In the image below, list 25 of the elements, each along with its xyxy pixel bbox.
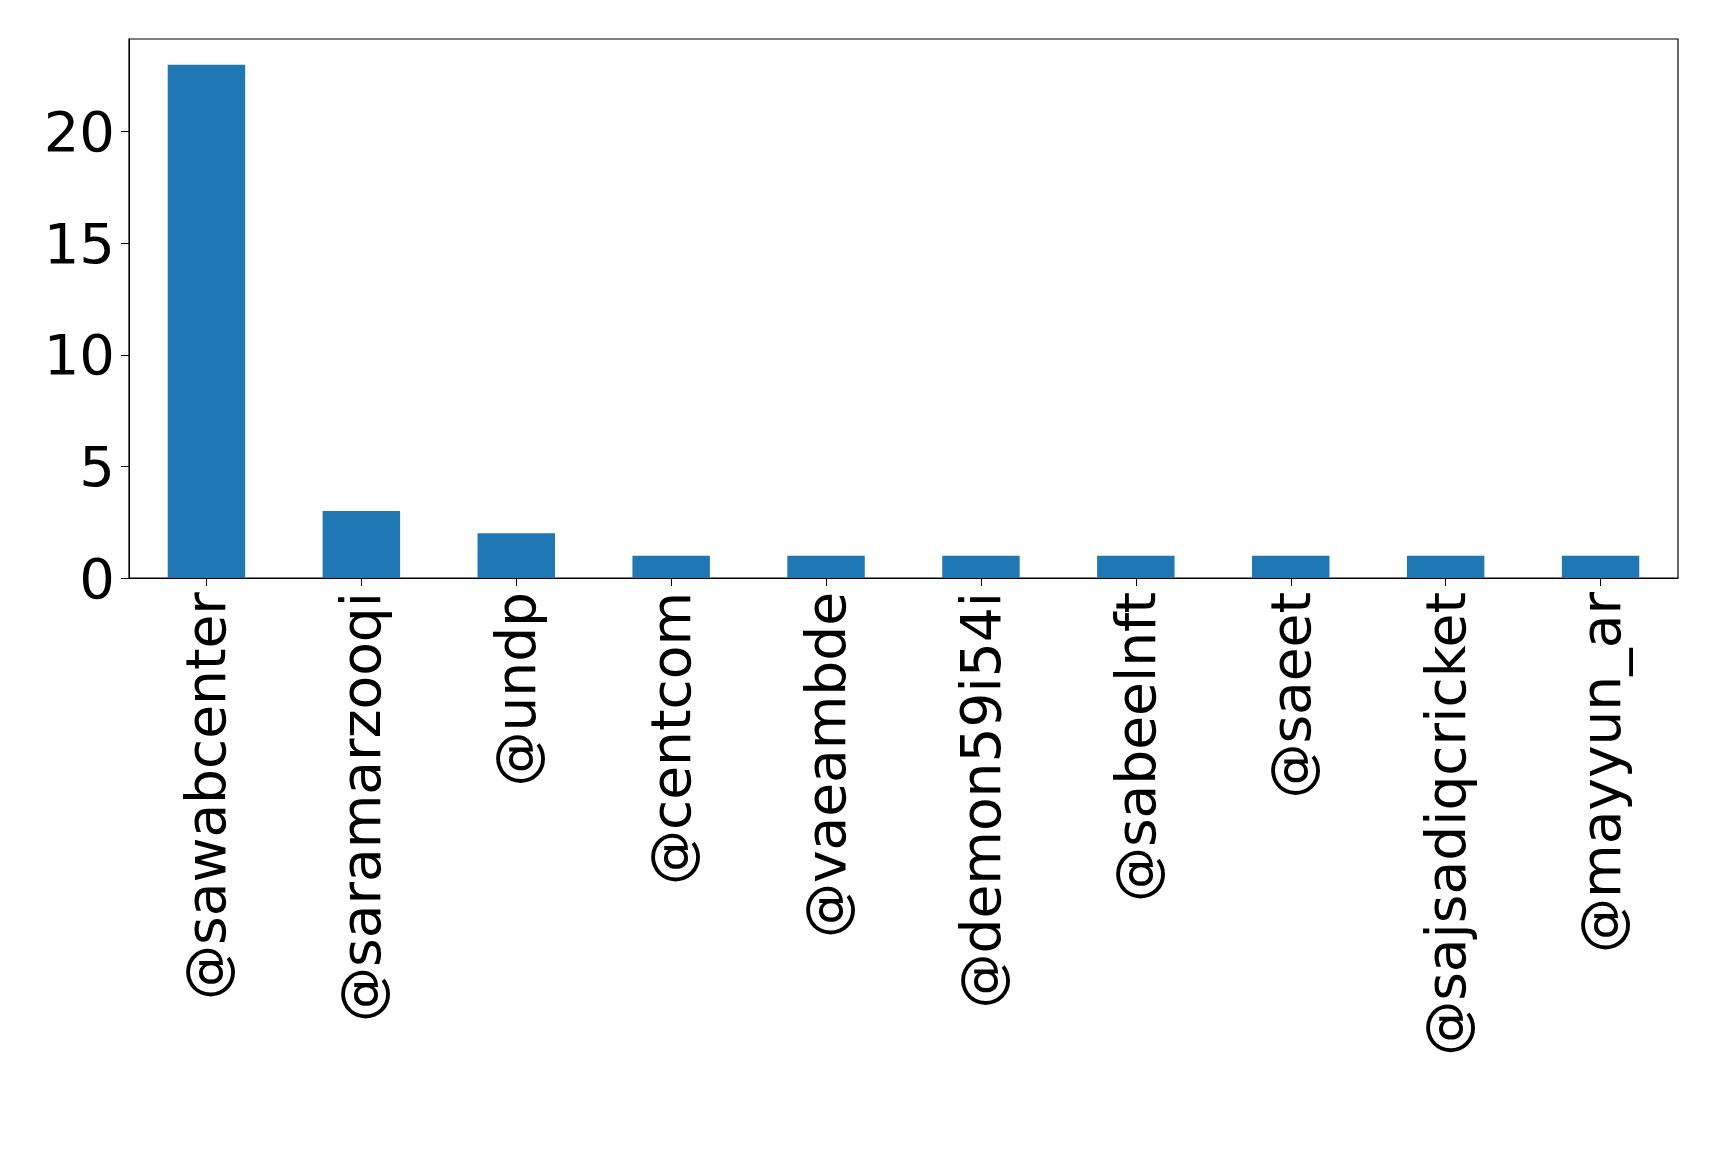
y-tick-label: 5 <box>79 433 115 499</box>
y-tick-label: 0 <box>79 545 115 611</box>
bar <box>167 64 246 578</box>
bar <box>1097 555 1175 578</box>
bar <box>1406 555 1485 578</box>
bar <box>632 555 710 578</box>
x-tick-label: @demon59i54i <box>948 592 1013 1009</box>
x-tick-label: @mayyun_ar <box>1568 591 1633 953</box>
x-tick-label: @centcom <box>639 592 704 885</box>
bar <box>1561 555 1640 578</box>
x-tick-label: @sabeelnft <box>1103 592 1168 903</box>
y-tick-label: 20 <box>43 99 115 165</box>
y-tick-label: 15 <box>43 210 115 276</box>
bar <box>1252 555 1330 578</box>
x-tick-label: @saramarzooqi <box>329 592 394 1022</box>
bar <box>787 555 865 578</box>
bar <box>322 511 401 578</box>
x-tick-label: @undp <box>484 592 549 787</box>
x-tick-label: @sajsadiqcricket <box>1413 592 1478 1056</box>
x-tick-label: @saeet <box>1258 592 1323 799</box>
x-tick-label: @vaeambde <box>794 592 859 939</box>
bar <box>942 555 1020 578</box>
x-tick-label: @sawabcenter <box>174 591 239 1000</box>
y-tick-label: 10 <box>43 322 115 388</box>
bar <box>477 533 555 578</box>
